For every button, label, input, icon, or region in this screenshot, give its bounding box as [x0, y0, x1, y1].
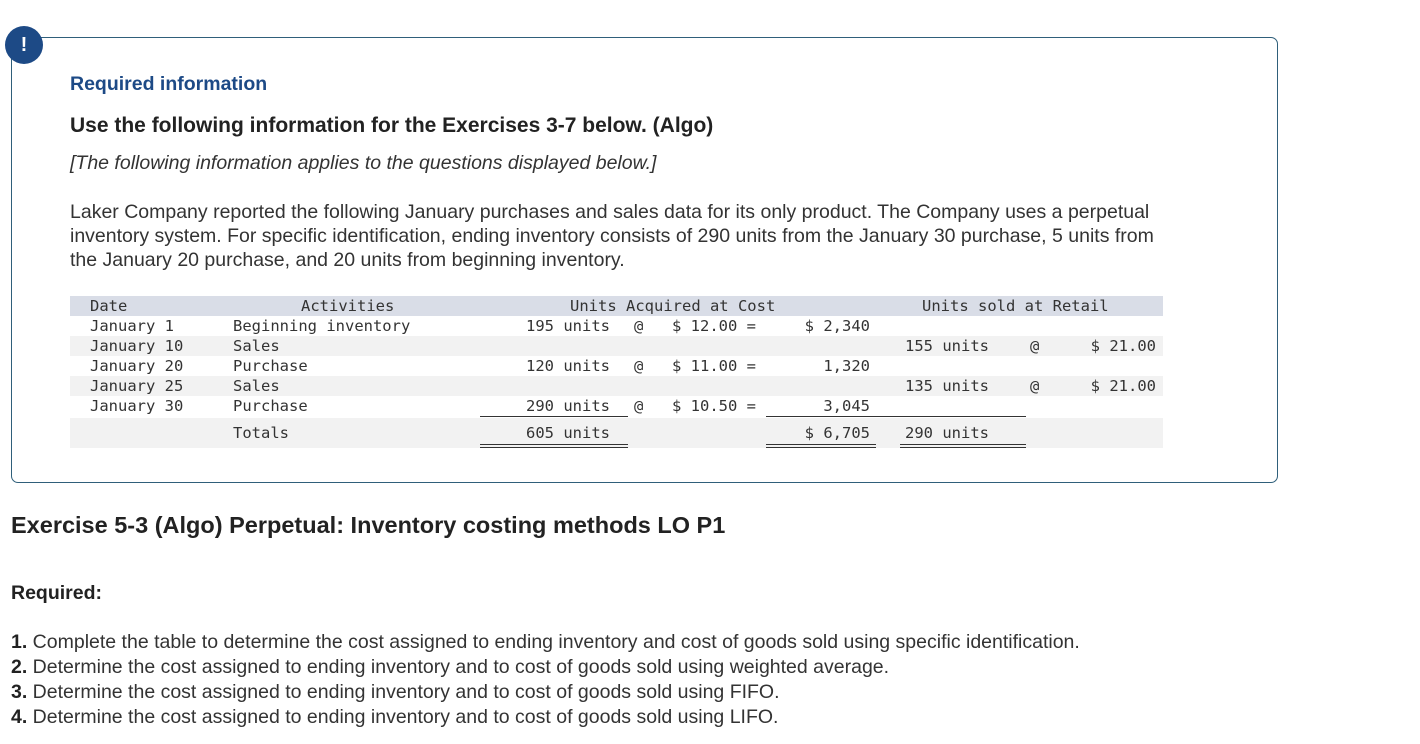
requirement-text: Determine the cost assigned to ending in… — [27, 681, 780, 703]
requirement-text: Complete the table to determine the cost… — [27, 631, 1080, 653]
row-acquired-total: 1,320 — [823, 357, 870, 375]
requirement-number: 1. — [11, 631, 28, 653]
exercise-title: Exercise 5-3 (Algo) Perpetual: Inventory… — [11, 512, 726, 538]
requirement-text: Determine the cost assigned to ending in… — [27, 706, 779, 728]
row-acquired-unit-cost: $ 10.50 = — [672, 397, 756, 415]
row-activity: Purchase — [233, 397, 308, 415]
row-acquired-at: @ — [634, 397, 644, 415]
row-acquired-units: 290 units — [526, 397, 610, 415]
row-sold-units: 155 units — [905, 337, 989, 355]
requirement-number: 4. — [11, 706, 28, 728]
totals-row: Totals 605 units $ 6,705 290 units — [70, 418, 1163, 448]
row-sold-units: 135 units — [905, 377, 989, 395]
list-item: 1. Complete the table to determine the c… — [11, 630, 1080, 655]
required-information-panel: Required information Use the following i… — [11, 37, 1278, 483]
row-activity: Beginning inventory — [233, 317, 411, 335]
sold-units-double-underline — [900, 444, 1026, 448]
acquired-units-underline — [480, 416, 628, 417]
row-sold-price: $ 21.00 — [1090, 337, 1156, 355]
applies-note: [The following information applies to th… — [70, 152, 657, 174]
list-item: 3. Determine the cost assigned to ending… — [11, 680, 1080, 705]
row-acquired-total: 3,045 — [823, 397, 870, 415]
row-date: January 1 — [90, 317, 174, 335]
alert-icon: ! — [5, 26, 43, 64]
row-acquired-total: $ 2,340 — [804, 317, 870, 335]
acquired-units-double-underline — [480, 444, 628, 448]
header-date: Date — [90, 297, 128, 315]
requirement-text: Determine the cost assigned to ending in… — [27, 656, 890, 678]
acquired-cost-double-underline — [766, 444, 876, 448]
table-row: January 20 Purchase 120 units @ $ 11.00 … — [70, 356, 1163, 376]
table-row: January 30 Purchase 290 units @ $ 10.50 … — [70, 396, 1163, 416]
row-date: January 20 — [90, 357, 184, 375]
row-acquired-at: @ — [634, 357, 644, 375]
row-date: January 30 — [90, 397, 184, 415]
header-activities: Activities — [301, 297, 395, 315]
requirement-number: 2. — [11, 656, 28, 678]
row-date: January 10 — [90, 337, 184, 355]
table-row: January 25 Sales 135 units @ $ 21.00 — [70, 376, 1163, 396]
totals-sold-units: 290 units — [905, 424, 989, 442]
row-sold-at: @ — [1030, 337, 1040, 355]
exercise-range-heading: Use the following information for the Ex… — [70, 114, 714, 137]
header-units-acquired: Units Acquired at Cost — [570, 297, 776, 315]
required-label: Required: — [11, 582, 103, 604]
list-item: 4. Determine the cost assigned to ending… — [11, 705, 1080, 730]
row-activity: Sales — [233, 337, 280, 355]
table-header-row: Date Activities Units Acquired at Cost U… — [70, 296, 1163, 316]
table-row: January 10 Sales 155 units @ $ 21.00 — [70, 336, 1163, 356]
row-acquired-units: 195 units — [526, 317, 610, 335]
inventory-table: Date Activities Units Acquired at Cost U… — [70, 296, 1163, 450]
row-acquired-unit-cost: $ 12.00 = — [672, 317, 756, 335]
requirements-list: 1. Complete the table to determine the c… — [11, 630, 1080, 730]
row-acquired-unit-cost: $ 11.00 = — [672, 357, 756, 375]
row-sold-price: $ 21.00 — [1090, 377, 1156, 395]
problem-paragraph: Laker Company reported the following Jan… — [70, 201, 1154, 271]
row-date: January 25 — [90, 377, 184, 395]
table-row: January 1 Beginning inventory 195 units … — [70, 316, 1163, 336]
row-sold-at: @ — [1030, 377, 1040, 395]
totals-acquired-cost: $ 6,705 — [804, 424, 870, 442]
row-acquired-units: 120 units — [526, 357, 610, 375]
list-item: 2. Determine the cost assigned to ending… — [11, 655, 1080, 680]
requirement-number: 3. — [11, 681, 28, 703]
totals-label: Totals — [233, 424, 289, 442]
row-activity: Sales — [233, 377, 280, 395]
row-acquired-at: @ — [634, 317, 644, 335]
totals-acquired-units: 605 units — [526, 424, 610, 442]
required-information-title: Required information — [70, 73, 268, 95]
row-activity: Purchase — [233, 357, 308, 375]
header-units-sold: Units sold at Retail — [922, 297, 1109, 315]
totals-underline — [766, 416, 1026, 417]
